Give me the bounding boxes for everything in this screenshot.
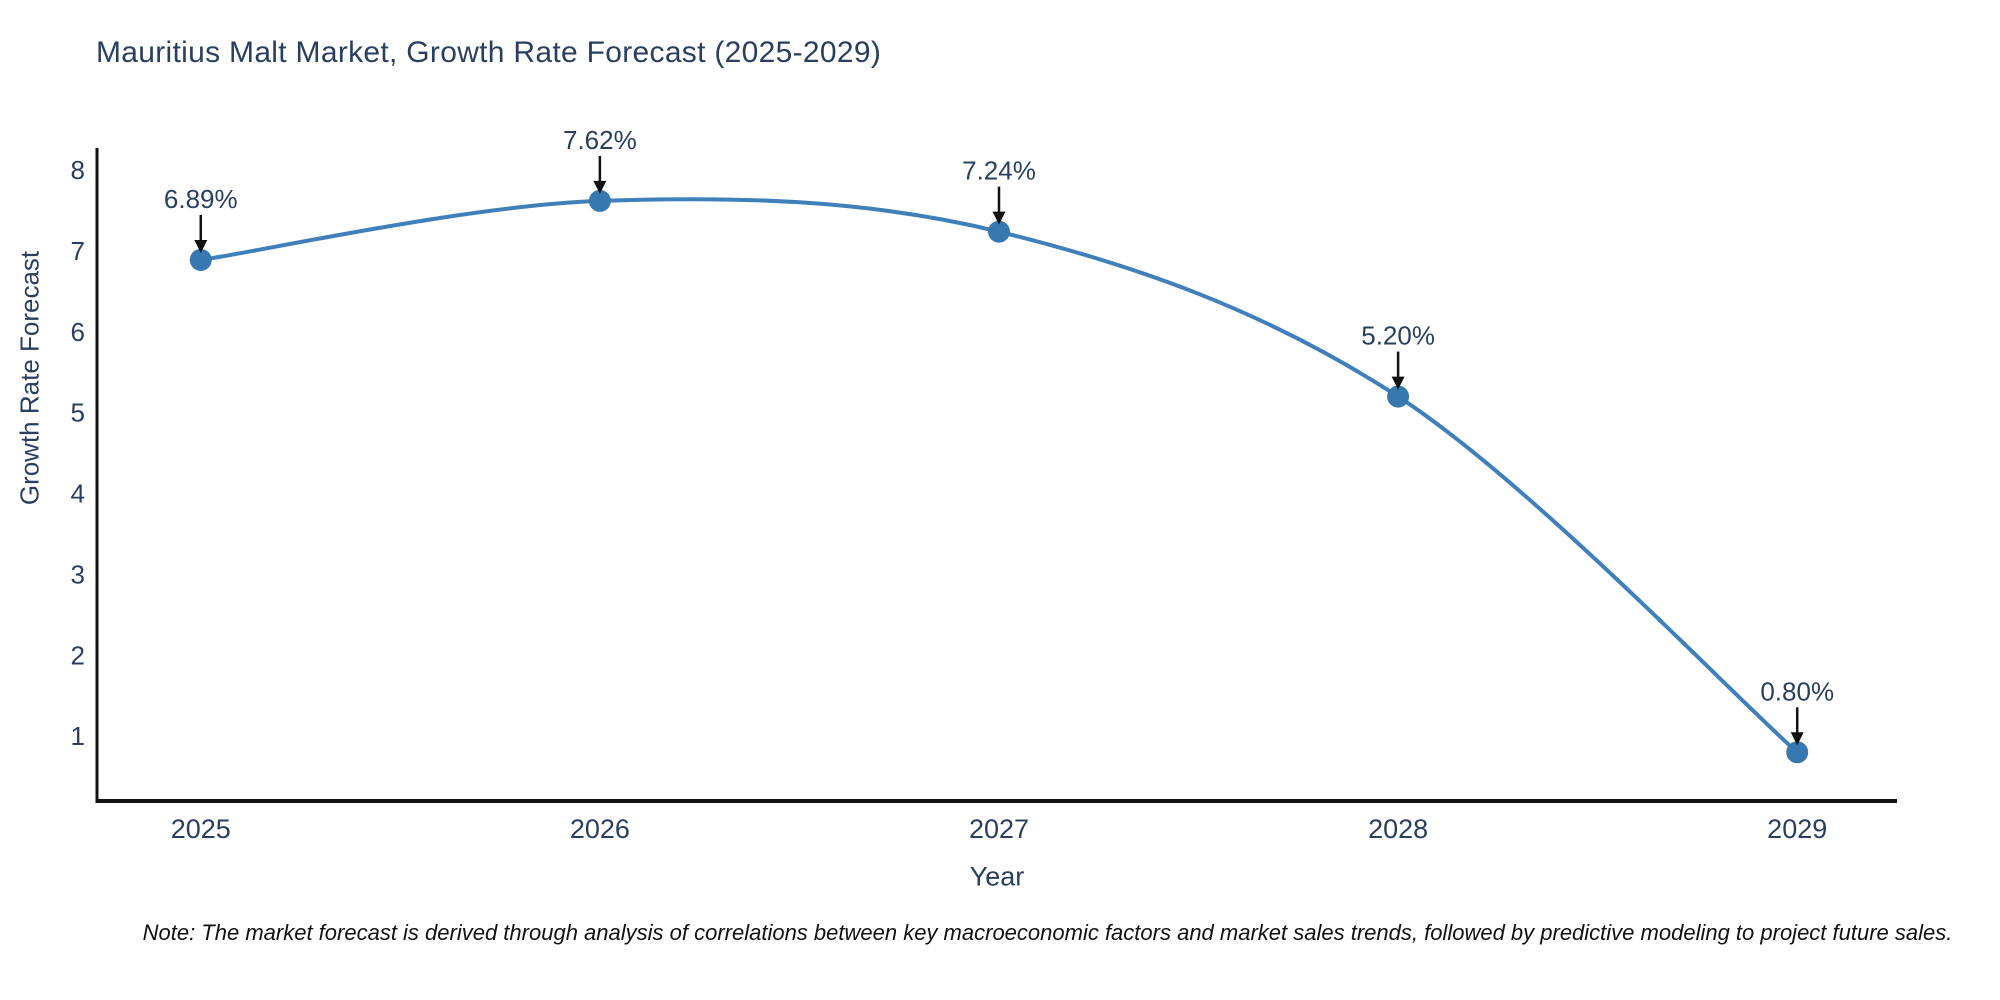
y-tick-label: 4: [71, 479, 85, 509]
y-tick-label: 7: [71, 236, 85, 266]
data-point-marker: [1387, 385, 1410, 408]
x-axis-title: Year: [969, 861, 1025, 892]
data-point-marker: [588, 189, 611, 212]
annotation-label: 7.62%: [563, 125, 637, 155]
annotation-label: 7.24%: [962, 156, 1036, 186]
annotation-label: 0.80%: [1760, 676, 1834, 706]
x-tick-label: 2025: [171, 814, 231, 844]
annotation-arrowhead: [1391, 376, 1405, 390]
y-tick-label: 5: [71, 398, 85, 428]
x-tick-label: 2029: [1767, 814, 1827, 844]
y-tick-label: 2: [71, 640, 85, 670]
x-tick-label: 2028: [1368, 814, 1428, 844]
chart-title: Mauritius Malt Market, Growth Rate Forec…: [96, 36, 882, 69]
chart-footnote: Note: The market forecast is derived thr…: [142, 920, 1953, 945]
annotation-arrowhead: [992, 211, 1006, 225]
x-tick-label: 2026: [570, 814, 630, 844]
annotation-label: 5.20%: [1361, 321, 1435, 351]
data-point-marker: [189, 248, 212, 271]
annotation-arrowhead: [593, 180, 607, 194]
data-point-marker: [1786, 741, 1809, 764]
data-point-marker: [987, 220, 1010, 243]
y-tick-label: 6: [71, 317, 85, 347]
y-tick-label: 1: [71, 721, 85, 751]
x-tick-label: 2027: [969, 814, 1029, 844]
annotation-arrowhead: [1790, 732, 1804, 746]
series-line: [200, 197, 1799, 754]
y-tick-label: 3: [71, 559, 85, 589]
y-tick-label: 8: [71, 155, 85, 185]
annotation-arrowhead: [194, 239, 208, 253]
annotation-label: 6.89%: [164, 184, 238, 214]
